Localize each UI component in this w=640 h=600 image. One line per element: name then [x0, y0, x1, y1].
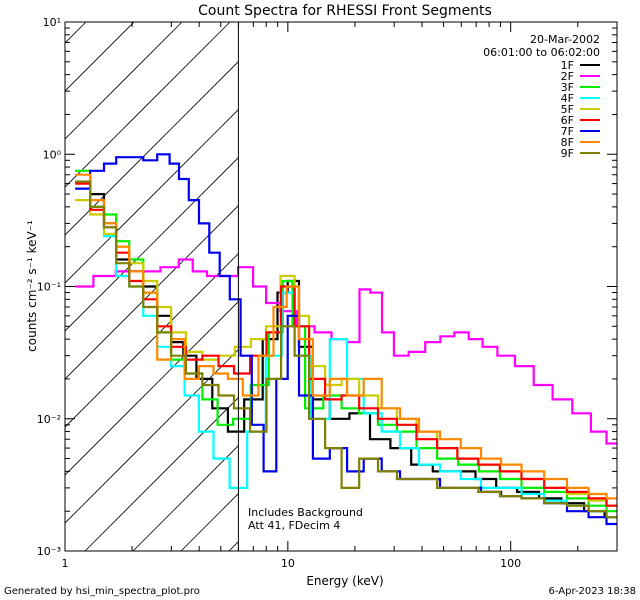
y-tick-label: 10⁻¹ [37, 281, 61, 294]
series-line-6F [75, 182, 617, 507]
date-label: 20-Mar-2002 [530, 33, 600, 46]
hatch-line [565, 22, 640, 551]
legend-label: 6F [561, 114, 574, 127]
footer-timestamp: 6-Apr-2023 18:38 [549, 586, 636, 597]
hatch-line [65, 253, 239, 428]
x-tick-label: 10 [281, 557, 295, 570]
legend-label: 5F [561, 103, 574, 116]
legend-label: 3F [561, 81, 574, 94]
legend-label: 4F [561, 92, 574, 105]
series-line-2F [75, 258, 617, 445]
footer-generated-by: Generated by hsi_min_spectra_plot.pro [4, 586, 200, 597]
annotation-line-2: Att 41, FDecim 4 [248, 519, 340, 532]
y-tick-label: 10⁻³ [37, 545, 61, 558]
x-axis-label: Energy (keV) [306, 574, 383, 588]
hatch-line [65, 22, 183, 140]
hatch-line [65, 109, 239, 284]
legend-label: 2F [561, 70, 574, 83]
y-tick-label: 10⁰ [43, 148, 62, 161]
series-line-4F [75, 187, 617, 519]
plot-frame [64, 21, 618, 552]
hatch-line [65, 157, 239, 332]
legend-label: 7F [561, 125, 574, 138]
legend-label: 9F [561, 147, 574, 160]
series-lines [75, 153, 617, 526]
y-tick-label: 10⁻² [37, 413, 61, 426]
hatch-line [65, 61, 239, 236]
series-group [75, 153, 617, 526]
hatch-line [65, 301, 239, 476]
y-tick-labels: 10¹ 10⁰ 10⁻¹ 10⁻² 10⁻³ [37, 16, 62, 558]
hatch-line [132, 445, 239, 551]
series-line-9F [75, 180, 617, 519]
series-line-8F [75, 173, 617, 500]
hatch-line [65, 22, 231, 188]
hatch-line [65, 349, 239, 524]
x-tick-label: 1 [62, 557, 69, 570]
time-range-label: 06:01:00 to 06:02:00 [483, 46, 600, 59]
legend-label: 1F [561, 59, 574, 72]
hatch-line [84, 397, 239, 551]
series-line-7F [75, 153, 617, 526]
chart-title: Count Spectra for RHESSI Front Segments [198, 3, 492, 19]
y-tick-label: 10¹ [43, 16, 61, 29]
x-tick-label: 100 [500, 557, 521, 570]
y-axis-label: counts cm⁻² s⁻¹ keV⁻¹ [25, 220, 39, 352]
x-tick-labels: 1 10 100 [62, 557, 522, 570]
annotation-line-1: Includes Background [248, 506, 363, 519]
legend-label: 8F [561, 136, 574, 149]
